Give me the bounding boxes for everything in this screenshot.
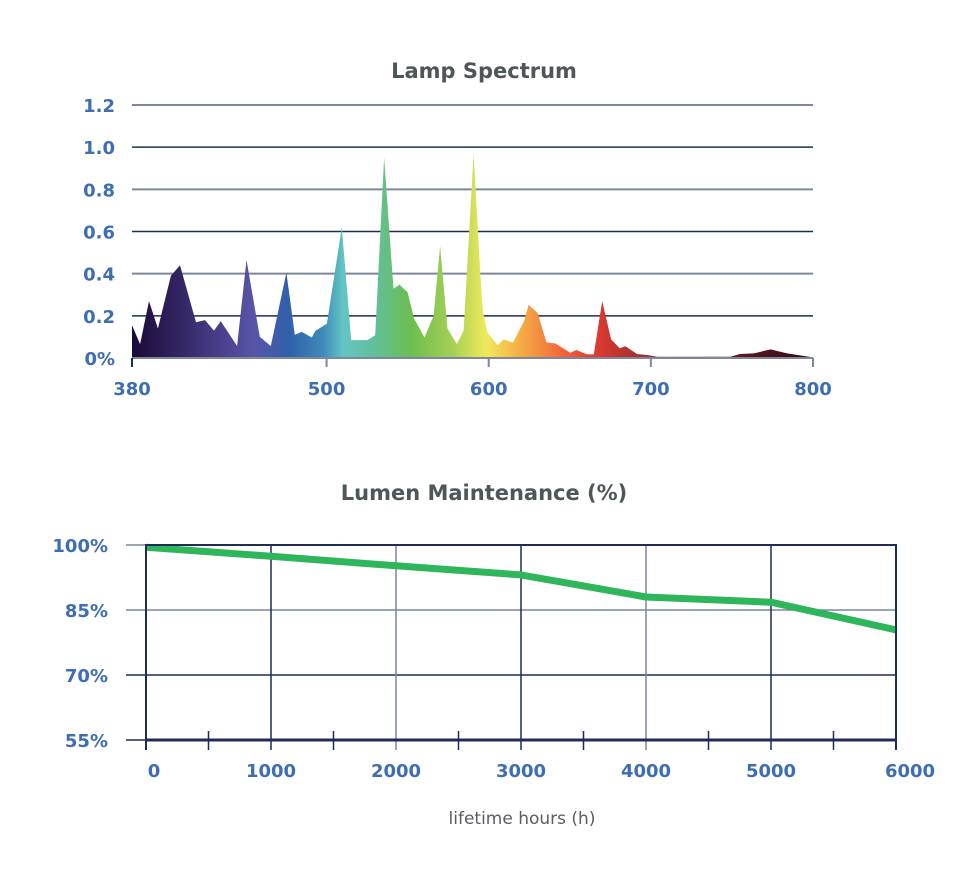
- spectrum-y-tick-label: 1.2: [83, 96, 115, 117]
- lumen-y-tick-label: 55%: [65, 731, 108, 752]
- spectrum-title: Lamp Spectrum: [391, 59, 577, 83]
- spectrum-y-tick-label: 0.4: [83, 265, 115, 286]
- lumen-x-tick-labels: 0 1000 2000 3000 4000 5000 6000: [148, 761, 935, 782]
- lumen-chart: Lumen Maintenance (%) 55% 70% 85% 100% 0 100…: [52, 481, 935, 829]
- lumen-x-tick-label: 1000: [246, 761, 296, 782]
- spectrum-chart: Lamp Spectrum 0% 0.2 0.4 0.6 0.8 1.0 1.2 380 50…: [83, 59, 832, 400]
- lumen-x-tick-label: 3000: [496, 761, 546, 782]
- lumen-x-tick-label: 5000: [746, 761, 796, 782]
- lumen-x-tick-label: 4000: [621, 761, 671, 782]
- spectrum-x-tick-label: 700: [632, 379, 670, 400]
- spectrum-x-axis: [131, 357, 814, 367]
- spectrum-area: [132, 153, 813, 358]
- spectrum-y-tick-label: 0.2: [83, 307, 115, 328]
- lumen-y-tick-label: 70%: [65, 666, 108, 687]
- spectrum-y-tick-label: 0%: [84, 349, 115, 370]
- spectrum-x-tick-label: 600: [470, 379, 508, 400]
- lumen-x-tick-label: 0: [148, 761, 161, 782]
- lumen-y-tick-labels: 55% 70% 85% 100%: [52, 536, 108, 752]
- lumen-y-tick-label: 100%: [52, 536, 108, 557]
- lumen-y-tick-label: 85%: [65, 601, 108, 622]
- lumen-plot-frame: [145, 544, 897, 750]
- lumen-series-line: [145, 543, 897, 634]
- spectrum-y-tick-label: 0.6: [83, 223, 115, 244]
- spectrum-x-tick-label: 380: [113, 379, 151, 400]
- spectrum-x-tick-labels: 380 500 600 700 800: [113, 379, 832, 400]
- spectrum-x-tick-label: 800: [794, 379, 832, 400]
- lumen-x-tick-label: 2000: [371, 761, 421, 782]
- spectrum-y-tick-label: 1.0: [83, 138, 115, 159]
- lumen-x-tick-label: 6000: [885, 761, 935, 782]
- spectrum-y-tick-label: 0.8: [83, 180, 115, 201]
- spectrum-x-tick-label: 500: [308, 379, 346, 400]
- lumen-title: Lumen Maintenance (%): [341, 481, 628, 505]
- spectrum-y-tick-labels: 0% 0.2 0.4 0.6 0.8 1.0 1.2: [83, 96, 115, 370]
- lumen-x-axis-label: lifetime hours (h): [449, 809, 596, 829]
